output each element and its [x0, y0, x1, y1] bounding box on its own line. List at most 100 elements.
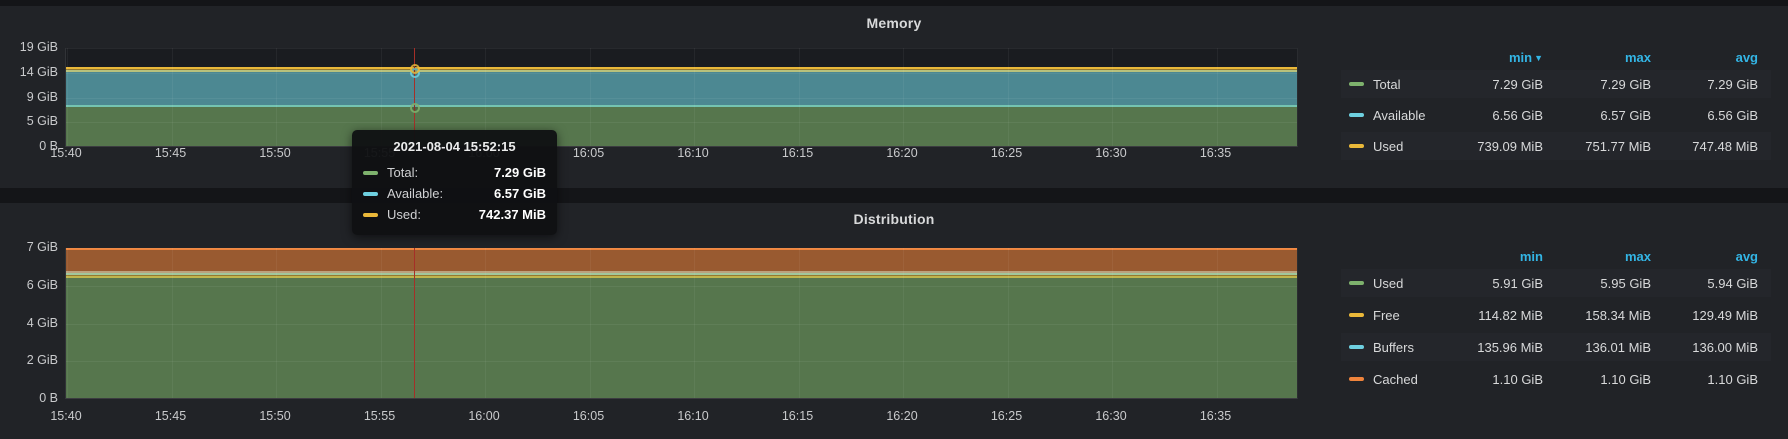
x-axis-label: 15:40: [50, 409, 82, 423]
y-axis-label: 7 GiB: [26, 240, 58, 254]
gridline-vertical: [903, 248, 904, 398]
legend-value-max: 1.10 GiB: [1600, 371, 1651, 387]
gridline-vertical: [380, 248, 382, 398]
tooltip-series-row: Available: 6.57 GiB: [363, 183, 546, 204]
x-axis-label: 16:25: [990, 409, 1023, 423]
legend-header-max[interactable]: max: [1624, 49, 1651, 65]
legend-value-min: 5.91 GiB: [1492, 275, 1543, 291]
gridline-vertical: [171, 248, 173, 398]
distribution-time-series-plot[interactable]: [65, 248, 1298, 399]
gridline-horizontal: [66, 97, 1297, 99]
gridline-horizontal: [66, 248, 1297, 249]
legend-value-avg: 6.56 GiB: [1707, 107, 1758, 123]
legend-header-avg[interactable]: avg: [1735, 49, 1758, 65]
panel-title[interactable]: Distribution: [853, 211, 935, 227]
crosshair-line: [414, 248, 415, 398]
legend-header-row: min ▼ max avg: [1341, 44, 1771, 70]
legend-value-min: 114.82 MiB: [1478, 307, 1543, 323]
series-color-swatch-icon[interactable]: [1349, 113, 1364, 117]
panel-title[interactable]: Memory: [866, 15, 922, 31]
x-axis-label: 16:35: [1199, 409, 1232, 423]
legend-row: Used 5.91 GiB 5.95 GiB 5.94 GiB: [1341, 269, 1771, 297]
legend-header-min[interactable]: min ▼: [1508, 49, 1543, 65]
legend-value-avg: 129.49 MiB: [1692, 307, 1758, 323]
series-color-swatch-icon[interactable]: [1349, 281, 1364, 285]
legend-series-name[interactable]: Used: [1349, 276, 1443, 291]
legend-series-name[interactable]: Used: [1349, 139, 1443, 154]
tooltip-series-label: Total:: [387, 165, 419, 180]
legend-series-name[interactable]: Cached: [1349, 372, 1443, 387]
legend-value-avg: 1.10 GiB: [1707, 371, 1758, 387]
y-axis-label: 14 GiB: [19, 64, 58, 79]
gridline-horizontal: [66, 72, 1297, 74]
gridline-horizontal: [66, 122, 1297, 124]
x-axis-label: 15:50: [259, 146, 291, 160]
crosshair-line: [414, 48, 415, 146]
gridline-vertical: [589, 248, 591, 398]
legend-value-max: 6.57 GiB: [1600, 107, 1651, 123]
tooltip-rows: Total: 7.29 GiB Available: 6.57 GiB Used: 742…: [363, 162, 546, 225]
x-axis-label: 16:30: [1095, 409, 1127, 423]
legend-value-max: 5.95 GiB: [1600, 275, 1651, 291]
legend-series-name[interactable]: Total: [1349, 77, 1443, 92]
series-color-swatch-icon[interactable]: [1349, 313, 1364, 317]
gridline-vertical: [485, 48, 486, 146]
tooltip-series-swatch-icon: [363, 212, 378, 217]
x-axis-label: 16:10: [677, 409, 709, 423]
gridline-vertical: [171, 48, 173, 146]
tooltip-series-value: 7.29 GiB: [493, 165, 546, 180]
x-axis-label: 15:40: [50, 146, 82, 160]
gridline-vertical: [1112, 48, 1113, 146]
legend-value-avg: 136.00 MiB: [1692, 339, 1758, 355]
legend-series-name[interactable]: Free: [1349, 308, 1443, 323]
y-axis-label: 4 GiB: [26, 315, 58, 330]
x-axis-label: 15:55: [363, 409, 396, 423]
memory-legend-table: min ▼ max avg Total 7.29 GiB 7.29 GiB 7.29 GiB A…: [1341, 44, 1771, 163]
legend-series-name[interactable]: Available: [1349, 108, 1443, 123]
legend-series-name[interactable]: Buffers: [1349, 340, 1443, 355]
legend-header-max[interactable]: max: [1624, 248, 1651, 264]
legend-value-min: 7.29 GiB: [1492, 76, 1543, 92]
memory-time-series-plot[interactable]: [65, 48, 1298, 147]
legend-series-label: Total: [1373, 76, 1401, 92]
series-color-swatch-icon[interactable]: [1349, 82, 1364, 86]
sort-desc-icon: ▼: [1534, 52, 1543, 63]
distribution-legend-table: min max avg Used 5.91 GiB 5.95 GiB 5.94 GiB Fre…: [1341, 243, 1771, 397]
series-area-cached: [66, 248, 1297, 273]
legend-row: Available 6.56 GiB 6.57 GiB 6.56 GiB: [1341, 101, 1771, 129]
legend-header-avg[interactable]: avg: [1735, 248, 1758, 264]
gridline-vertical: [903, 48, 904, 146]
legend-row: Free 114.82 MiB 158.34 MiB 129.49 MiB: [1341, 301, 1771, 329]
gridline-vertical: [1216, 48, 1218, 146]
gridline-vertical: [485, 248, 486, 398]
gridline-vertical: [1007, 248, 1009, 398]
legend-series-label: Available: [1373, 107, 1426, 123]
legend-value-min: 1.10 GiB: [1492, 371, 1543, 387]
gridline-vertical: [1007, 48, 1009, 146]
series-color-swatch-icon[interactable]: [1349, 377, 1364, 381]
gridline-vertical: [798, 48, 800, 146]
x-axis-label: 16:15: [781, 409, 814, 423]
gridline-vertical: [798, 248, 800, 398]
gridline-horizontal: [66, 286, 1297, 288]
series-color-swatch-icon[interactable]: [1349, 345, 1364, 349]
tooltip-series-label: Used:: [387, 207, 421, 222]
tooltip-series-swatch-icon: [363, 170, 378, 175]
gridline-vertical: [67, 48, 68, 146]
legend-row: Total 7.29 GiB 7.29 GiB 7.29 GiB: [1341, 70, 1771, 98]
x-axis-label: 16:25: [990, 146, 1023, 160]
legend-series-label: Buffers: [1373, 339, 1414, 355]
legend-value-min: 739.09 MiB: [1477, 138, 1543, 154]
series-area-available: [66, 70, 1297, 108]
x-axis-label: 15:45: [154, 409, 187, 423]
series-color-swatch-icon[interactable]: [1349, 144, 1364, 148]
legend-value-avg: 747.48 MiB: [1692, 138, 1758, 154]
legend-header-min[interactable]: min: [1519, 248, 1543, 264]
tooltip-timestamp: 2021-08-04 15:52:15: [393, 139, 516, 154]
x-axis-label: 16:15: [781, 146, 814, 160]
gridline-vertical: [380, 48, 382, 146]
x-axis-label: 15:45: [154, 146, 187, 160]
gridline-vertical: [694, 48, 695, 146]
legend-value-max: 158.34 MiB: [1585, 307, 1651, 323]
tooltip-series-value: 742.37 MiB: [478, 207, 546, 222]
